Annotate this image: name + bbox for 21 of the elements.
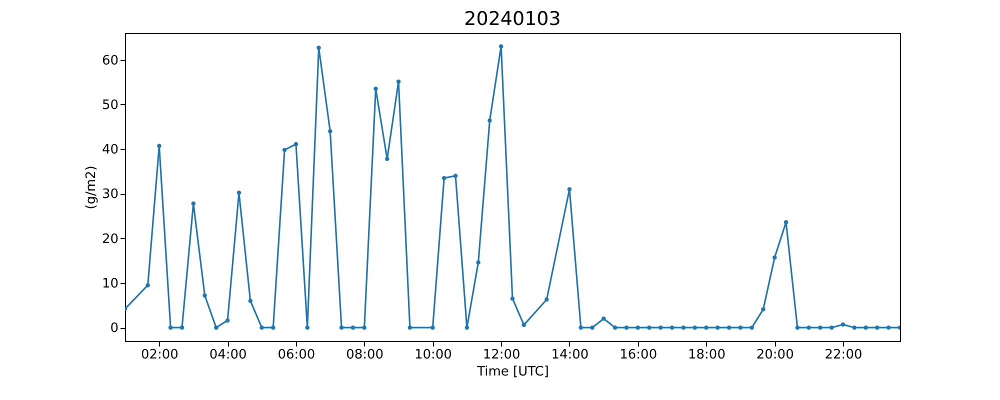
- x-tick-label: 12:00: [482, 348, 520, 362]
- x-tick-label: 22:00: [824, 348, 862, 362]
- y-tick-label: 40: [102, 142, 118, 158]
- x-tick-label: 02:00: [140, 348, 178, 362]
- y-tick-label: 60: [102, 53, 118, 68]
- x-tick-label: 18:00: [688, 348, 726, 362]
- y-tick-label: 50: [102, 98, 118, 113]
- y-tick-label: 20: [102, 232, 118, 247]
- x-tick-label: 06:00: [278, 348, 316, 362]
- x-tick-label: 16:00: [620, 348, 658, 362]
- y-tick-label: 0: [110, 321, 118, 336]
- y-tick-label: 10: [102, 276, 118, 292]
- x-tick-label: 20:00: [756, 348, 794, 362]
- chart-title: 20240103: [464, 8, 561, 30]
- y-tick-label: 30: [102, 187, 118, 202]
- x-tick-label: 14:00: [551, 348, 589, 362]
- x-tick-label: 08:00: [346, 348, 384, 362]
- y-axis-title: (g/m2): [84, 166, 99, 210]
- x-axis-title: Time [UTC]: [476, 364, 549, 380]
- x-tick-label: 10:00: [414, 348, 452, 362]
- x-tick-label: 04:00: [209, 348, 247, 362]
